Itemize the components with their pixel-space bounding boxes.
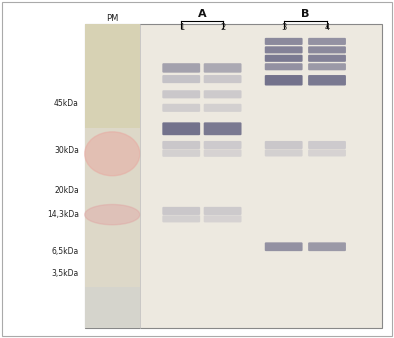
Text: 2: 2	[220, 23, 225, 31]
Text: 20kDa: 20kDa	[54, 187, 79, 195]
FancyBboxPatch shape	[162, 104, 200, 112]
Text: 45kDa: 45kDa	[54, 99, 79, 107]
FancyBboxPatch shape	[204, 141, 242, 149]
FancyBboxPatch shape	[204, 90, 242, 98]
Text: B: B	[301, 9, 310, 19]
Text: PM: PM	[106, 14, 119, 23]
Ellipse shape	[85, 132, 140, 176]
FancyBboxPatch shape	[162, 90, 200, 98]
Text: A: A	[198, 9, 206, 19]
Ellipse shape	[85, 204, 140, 225]
FancyBboxPatch shape	[204, 104, 242, 112]
FancyBboxPatch shape	[162, 207, 200, 215]
FancyBboxPatch shape	[204, 215, 242, 222]
FancyBboxPatch shape	[308, 75, 346, 86]
Bar	[85, 24, 382, 328]
FancyBboxPatch shape	[265, 141, 303, 149]
FancyBboxPatch shape	[204, 207, 242, 215]
Text: 14,3kDa: 14,3kDa	[47, 210, 79, 219]
FancyBboxPatch shape	[265, 55, 303, 62]
Text: 1: 1	[178, 23, 184, 31]
FancyBboxPatch shape	[162, 149, 200, 157]
FancyBboxPatch shape	[265, 63, 303, 70]
FancyBboxPatch shape	[308, 55, 346, 62]
FancyBboxPatch shape	[265, 75, 303, 86]
Text: 6,5kDa: 6,5kDa	[52, 247, 79, 256]
FancyBboxPatch shape	[308, 46, 346, 53]
Bar	[85, 287, 140, 328]
FancyBboxPatch shape	[308, 242, 346, 251]
Text: 30kDa: 30kDa	[54, 146, 79, 155]
Text: 3,5kDa: 3,5kDa	[52, 269, 79, 278]
FancyBboxPatch shape	[308, 141, 346, 149]
FancyBboxPatch shape	[308, 63, 346, 70]
FancyBboxPatch shape	[265, 46, 303, 53]
FancyBboxPatch shape	[265, 38, 303, 45]
Text: 3: 3	[281, 23, 286, 31]
FancyBboxPatch shape	[204, 75, 242, 83]
FancyBboxPatch shape	[308, 38, 346, 45]
FancyBboxPatch shape	[308, 149, 346, 156]
Bar	[85, 24, 140, 128]
FancyBboxPatch shape	[162, 63, 200, 73]
FancyBboxPatch shape	[162, 141, 200, 149]
FancyBboxPatch shape	[265, 149, 303, 156]
FancyBboxPatch shape	[204, 149, 242, 157]
FancyBboxPatch shape	[162, 122, 200, 135]
FancyBboxPatch shape	[204, 122, 242, 135]
FancyBboxPatch shape	[204, 63, 242, 73]
FancyBboxPatch shape	[162, 75, 200, 83]
Bar	[85, 24, 140, 328]
Text: 4: 4	[324, 23, 330, 31]
FancyBboxPatch shape	[162, 215, 200, 222]
FancyBboxPatch shape	[265, 242, 303, 251]
